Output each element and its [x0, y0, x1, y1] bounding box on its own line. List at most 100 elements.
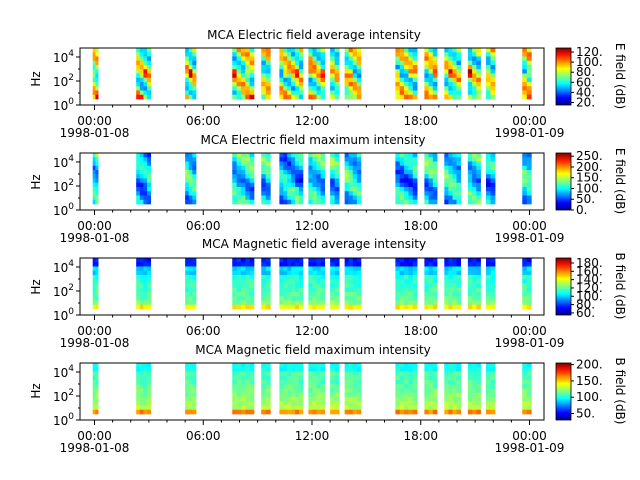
- heatmap-cell: [352, 291, 358, 297]
- heatmap-cell: [261, 161, 267, 167]
- heatmap-cell: [476, 362, 481, 368]
- heatmap-cell: [291, 262, 296, 267]
- y-axis-label: Hz: [29, 279, 43, 294]
- heatmap-cell: [428, 384, 434, 389]
- heatmap-cell: [95, 384, 99, 389]
- heatmap-cell: [526, 367, 532, 372]
- heatmap-cell: [192, 94, 197, 100]
- heatmap-cell: [352, 371, 358, 377]
- heatmap-cell: [188, 296, 193, 301]
- heatmap-cell: [399, 274, 405, 280]
- heatmap-cell: [395, 279, 401, 284]
- heatmap-cell: [432, 371, 438, 377]
- heatmap-cell: [188, 81, 193, 87]
- heatmap-cell: [408, 157, 414, 162]
- heatmap-cell: [147, 279, 152, 284]
- heatmap-cell: [316, 64, 321, 70]
- heatmap-cell: [308, 279, 313, 284]
- heatmap-cell: [143, 60, 148, 66]
- colorbar-tick-label: 140.: [576, 273, 603, 287]
- heatmap-cell: [308, 375, 313, 381]
- heatmap-cell: [352, 392, 358, 398]
- heatmap-cell: [472, 396, 477, 402]
- heatmap-cell: [136, 388, 141, 394]
- heatmap-cell: [452, 392, 457, 398]
- heatmap-cell: [444, 161, 449, 167]
- heatmap-cell: [312, 169, 317, 175]
- heatmap-cell: [279, 375, 284, 381]
- heatmap-cell: [356, 174, 362, 179]
- heatmap-cell: [287, 94, 292, 100]
- heatmap-cell: [476, 392, 481, 398]
- heatmap-cell: [136, 64, 141, 70]
- heatmap-cell: [287, 60, 292, 66]
- heatmap-cell: [249, 47, 255, 53]
- heatmap-cell: [232, 161, 237, 167]
- heatmap-cell: [356, 81, 362, 87]
- heatmap-cell: [316, 152, 321, 158]
- heatmap-cell: [291, 304, 296, 310]
- heatmap-cell: [412, 178, 418, 184]
- heatmap-cell: [490, 300, 496, 306]
- heatmap-cell: [432, 178, 438, 184]
- heatmap-cell: [408, 52, 414, 57]
- heatmap-cell: [395, 409, 401, 415]
- heatmap-cell: [240, 279, 246, 284]
- heatmap-cell: [240, 191, 246, 196]
- heatmap-cell: [490, 287, 496, 293]
- heatmap-cell: [432, 195, 438, 201]
- heatmap-cell: [356, 157, 362, 162]
- heatmap-cell: [316, 157, 321, 162]
- heatmap-cell: [291, 199, 296, 205]
- heatmap-cell: [399, 178, 405, 184]
- heatmap-cell: [404, 266, 409, 272]
- heatmap-cell: [526, 174, 532, 179]
- heatmap-cell: [448, 152, 453, 158]
- heatmap-cell: [356, 195, 362, 201]
- heatmap-cell: [486, 291, 491, 297]
- heatmap-cell: [399, 270, 405, 276]
- heatmap-cell: [490, 274, 496, 280]
- heatmap-cell: [476, 165, 481, 171]
- heatmap-cell: [448, 279, 453, 284]
- heatmap-cell: [467, 367, 473, 372]
- heatmap-cell: [424, 384, 429, 389]
- colorbar-tick-label: 80.: [576, 298, 595, 312]
- heatmap-cell: [456, 262, 461, 267]
- heatmap-cell: [320, 165, 326, 171]
- heatmap-cell: [192, 52, 197, 57]
- heatmap-cell: [312, 56, 317, 62]
- heatmap-cell: [279, 169, 284, 175]
- heatmap-cell: [424, 371, 429, 377]
- x-tick-label: 06:00: [186, 219, 221, 233]
- heatmap-cell: [432, 186, 438, 192]
- heatmap-cell: [472, 86, 477, 91]
- heatmap-cell: [299, 47, 304, 53]
- heatmap-cell: [287, 379, 292, 385]
- heatmap-cell: [334, 191, 340, 196]
- heatmap-cell: [261, 86, 267, 91]
- heatmap-cell: [283, 174, 288, 179]
- heatmap-cell: [95, 60, 99, 66]
- heatmap-cell: [424, 157, 429, 162]
- heatmap-cell: [399, 405, 405, 411]
- heatmap-cell: [356, 304, 362, 310]
- heatmap-cell: [92, 157, 96, 162]
- heatmap-cell: [249, 262, 255, 267]
- heatmap-cell: [283, 186, 288, 192]
- heatmap-cell: [490, 77, 496, 83]
- heatmap-cell: [424, 182, 429, 188]
- heatmap-cell: [95, 266, 99, 272]
- heatmap-cell: [136, 283, 141, 289]
- heatmap-cell: [95, 388, 99, 394]
- heatmap-cell: [334, 362, 340, 368]
- heatmap-cell: [399, 77, 405, 83]
- panel-title: MCA Electric field maximum intensity: [200, 133, 425, 147]
- heatmap-cell: [352, 186, 358, 192]
- heatmap-cell: [245, 94, 250, 100]
- heatmap-cell: [348, 392, 354, 398]
- heatmap-cell: [424, 47, 429, 53]
- heatmap-cell: [486, 47, 491, 53]
- heatmap-cell: [490, 199, 496, 205]
- heatmap-cell: [320, 94, 326, 100]
